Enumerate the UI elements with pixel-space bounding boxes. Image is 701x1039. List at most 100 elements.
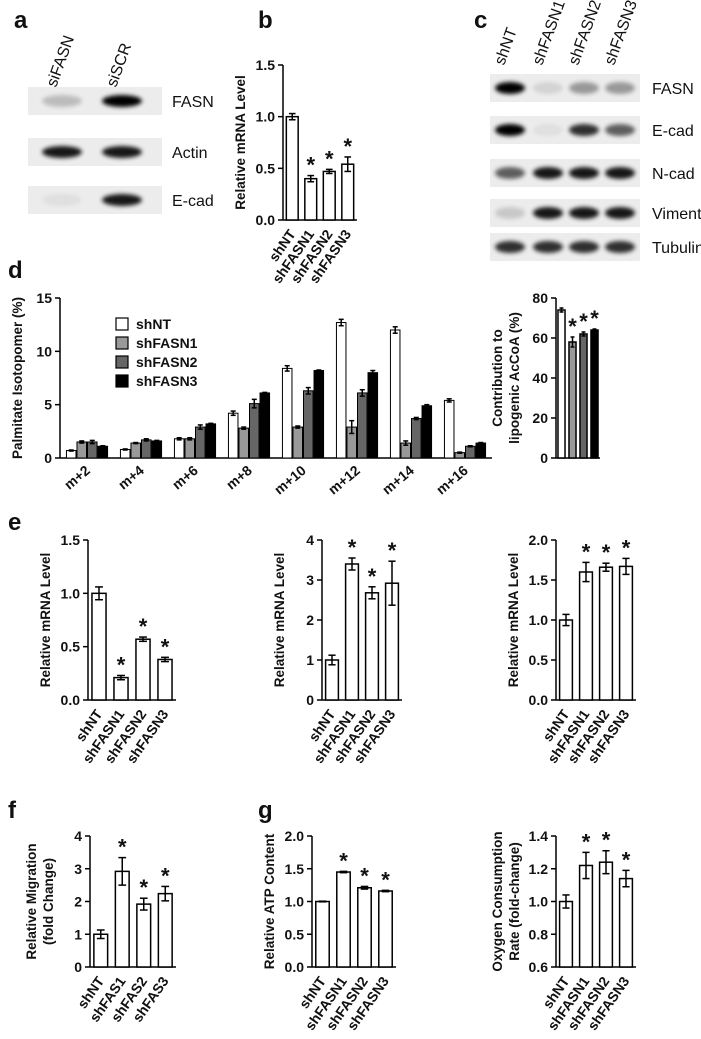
y-tick-label: 0.0 [285,959,305,975]
y-tick-label: 1.0 [529,894,549,910]
significance-mark: * [343,134,352,159]
legend-swatch [115,317,129,331]
bar [367,372,379,459]
significance-mark: * [381,867,390,892]
x-tick-label: m+2 [61,462,93,493]
significance-mark: * [590,306,599,331]
significance-mark: * [339,848,348,873]
bar [598,861,614,968]
bar [136,903,152,968]
bar [205,423,217,459]
significance-mark: * [348,535,357,560]
bar [475,442,487,459]
band-label: N-cad [652,166,695,183]
band-label: FASN [172,94,214,111]
blot-band [102,95,142,107]
significance-mark: * [582,539,591,564]
panel-letter: b [258,7,273,34]
bar [357,392,368,459]
blot-band [605,241,635,253]
bar [618,565,634,701]
y-axis-label: Relative mRNA Level [38,553,53,688]
y-tick-label: 0 [74,959,82,975]
bar [341,163,355,221]
y-tick-label: 0.8 [529,926,549,942]
blot-band [495,207,525,219]
y-tick-label: 5 [44,397,52,413]
bar [227,412,239,459]
bar [557,309,566,459]
y-tick-label: 1.0 [285,894,305,910]
bar [313,370,325,459]
bar [364,592,380,701]
y-tick-label: 4 [74,828,82,844]
significance-mark: * [360,863,369,888]
legend-label: shFASN2 [136,354,198,370]
bar [113,676,129,701]
y-tick-label: 0.0 [61,692,81,708]
y-tick-label: 1.2 [529,861,549,877]
blot-band [533,167,563,179]
blot-band [605,82,635,94]
y-tick-label: 1.5 [256,57,276,73]
bar [578,864,594,968]
y-tick-label: 4 [306,532,314,548]
y-tick-label: 2 [74,894,82,910]
legend-label: shFASN3 [136,373,198,389]
bar [157,892,173,968]
significance-mark: * [582,829,591,854]
bar [151,440,163,459]
x-tick-label: m+16 [433,462,471,498]
bar [568,341,577,459]
blot-band [533,207,563,219]
legend-swatch [115,355,129,369]
y-axis-label: Relative ATP Content [262,833,277,969]
significance-mark: * [139,875,148,900]
y-tick-label: 40 [532,370,548,386]
bar [292,426,304,459]
x-tick-label: m+8 [223,462,255,493]
bar [238,427,250,459]
bar [598,566,614,701]
bar [324,659,340,701]
blot-band [605,207,635,219]
significance-mark: * [602,828,611,853]
bar [173,438,185,459]
significance-mark: * [139,614,148,639]
bar [336,871,351,968]
lane-label: shFASN2 [566,0,605,67]
blot-band [569,241,599,253]
y-tick-label: 1.0 [256,109,276,125]
panel-letter: g [258,797,273,824]
y-tick-label: 15 [36,290,52,306]
band-label: Actin [172,145,208,162]
y-tick-label: 3 [306,572,314,588]
lane-label: shNT [492,25,521,67]
bar [249,403,260,459]
bar [130,442,142,459]
band-label: Tubulin [652,240,701,257]
significance-mark: * [579,309,588,334]
bar [157,658,173,701]
lane-label: shFASN3 [602,0,641,67]
lane-label: siFASN [44,33,78,89]
bar [285,115,299,221]
bar [304,177,318,221]
y-tick-label: 2 [306,612,314,628]
bar [315,900,330,968]
x-tick-label: m+6 [169,462,201,493]
blot-band [495,241,525,253]
y-axis-label: Palmitate Isotopomer (%) [10,297,25,459]
significance-mark: * [161,634,170,659]
blot-band [102,194,142,206]
bar [322,170,336,221]
y-tick-label: 0.0 [256,212,276,228]
blot-band [42,146,82,158]
bar [378,890,393,968]
band-label: Vimentin [652,206,701,223]
y-tick-label: 20 [532,410,548,426]
legend-label: shFASN1 [136,335,198,351]
y-tick-label: 1.5 [61,532,81,548]
lane-label: shFASN1 [530,0,569,67]
